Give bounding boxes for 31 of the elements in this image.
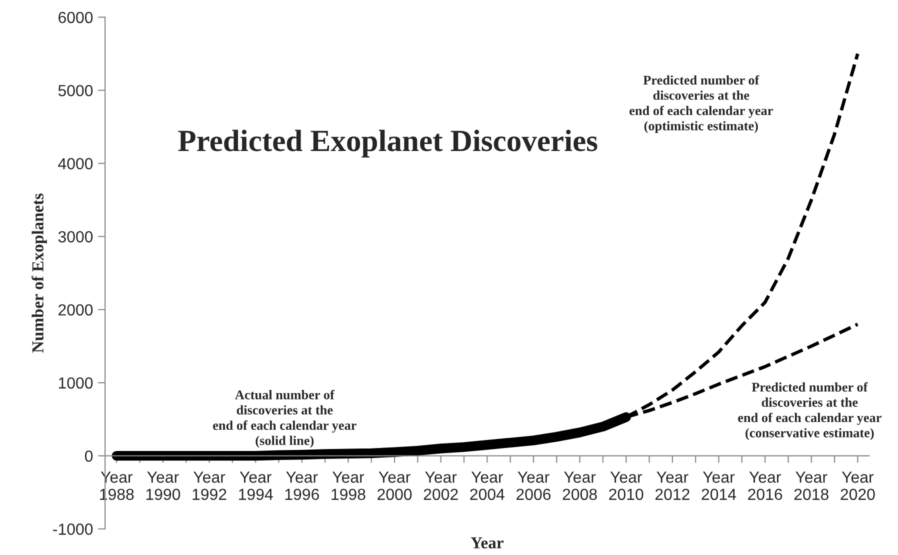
x-tick-label: Year 2004 — [470, 472, 504, 500]
annotation: Predicted number of discoveries at the end of each calendar year (optimistic estimate) — [630, 75, 773, 134]
y-tick-label: 1000 — [58, 377, 93, 389]
x-tick-label: Year 2000 — [378, 472, 412, 500]
x-tick-label: Year 2018 — [794, 472, 828, 500]
x-tick-label: Year 2010 — [609, 472, 644, 500]
x-tick-label: Year 1988 — [100, 472, 134, 500]
x-tick-label: Year 2008 — [562, 472, 597, 500]
x-axis-title: Year — [470, 537, 504, 548]
x-tick-label: Year 2014 — [702, 472, 736, 500]
text: Predicted Exoplanet Discoveries — [178, 130, 598, 158]
y-tick-label: 6000 — [58, 12, 93, 24]
y-tick-label: 3000 — [58, 231, 93, 242]
annotation: Predicted number of discoveries at the end of each calendar year (conservative estimate) — [738, 382, 882, 440]
x-tick-label: Year 1990 — [146, 472, 180, 500]
x-tick-label: Year 1994 — [239, 472, 273, 500]
x-tick-label: Year 2012 — [655, 472, 690, 500]
x-tick-label: Year 1996 — [285, 472, 319, 500]
annotation: Actual number of discoveries at the end of each calendar year (solid line) — [213, 390, 356, 448]
y-axis-title: Number of Exoplanets — [32, 194, 47, 353]
x-tick-label: Year 2006 — [516, 472, 551, 500]
y-tick-label: 4000 — [58, 158, 93, 170]
y-tick-label: 5000 — [58, 84, 93, 96]
x-tick-label: Year 2020 — [840, 472, 875, 500]
x-tick-label: Year 2016 — [748, 472, 782, 500]
y-tick-label: 0 — [85, 450, 93, 462]
y-tick-label: 2000 — [58, 304, 93, 316]
y-tick-label: -1000 — [53, 524, 93, 535]
x-tick-label: Year 1992 — [192, 472, 226, 500]
x-tick-label: Year 1998 — [332, 472, 366, 500]
x-tick-label: Year 2002 — [424, 472, 458, 500]
